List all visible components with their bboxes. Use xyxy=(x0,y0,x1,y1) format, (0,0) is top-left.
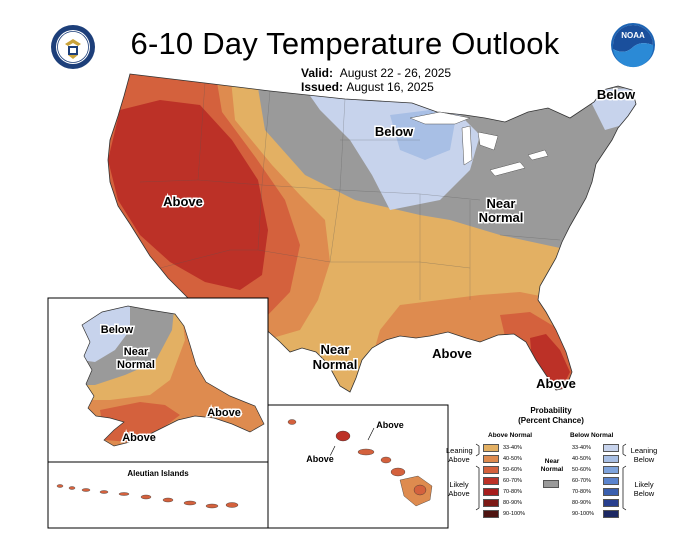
label-alaska-near-1: Near xyxy=(124,346,149,358)
legend-below-range-label: 33-40% xyxy=(572,445,591,451)
label-near-normal-east-2: Normal xyxy=(479,210,524,225)
legend-title-line2: (Percent Chance) xyxy=(518,416,584,425)
legend-likely-above: Likely Above xyxy=(446,480,472,498)
legend-near-normal-swatch xyxy=(543,480,559,488)
legend-above-header: Above Normal xyxy=(488,432,533,439)
legend-below-swatch xyxy=(603,455,619,463)
label-alaska-above-south: Above xyxy=(122,432,156,444)
likely-above-line2: Above xyxy=(448,489,470,498)
hawaii-islands-shapes xyxy=(287,419,433,507)
commerce-seal-icon xyxy=(51,25,95,69)
legend-above-swatch xyxy=(483,477,499,485)
issued-label: Issued: xyxy=(301,80,344,94)
label-near-normal-texas-1: Near xyxy=(321,342,350,357)
above-60-70-florida xyxy=(530,334,570,392)
legend-above-swatch xyxy=(483,466,499,474)
label-alaska-below: Below xyxy=(101,324,134,336)
legend-below-range-label: 60-70% xyxy=(572,478,591,484)
valid-label: Valid: xyxy=(301,66,334,80)
label-alaska-near-2: Normal xyxy=(117,359,155,371)
hawaii-leader-line-1 xyxy=(329,445,336,457)
issued-date: August 16, 2025 xyxy=(346,80,434,94)
legend-above-range-label: 50-60% xyxy=(503,467,522,473)
likely-below-line1: Likely xyxy=(634,480,654,489)
valid-issued-block: Valid: August 22 - 26, 2025 Issued: Augu… xyxy=(301,66,451,94)
legend-below-header: Below Normal xyxy=(570,432,614,439)
label-hawaii-above-2: Above xyxy=(376,420,404,430)
hawaii-leader-line-2 xyxy=(367,427,375,441)
above-60-70-zone xyxy=(108,100,268,290)
likely-below-line2: Below xyxy=(633,489,655,498)
legend-leaning-below: Leaning Below xyxy=(629,446,659,464)
legend-above-range-label: 70-80% xyxy=(503,489,522,495)
legend-below-swatch xyxy=(603,466,619,474)
label-near-normal-texas-2: Normal xyxy=(313,357,358,372)
label-alaska-above-southeast: Above xyxy=(207,407,241,419)
legend-below-swatch xyxy=(603,499,619,507)
legend-below-range-label: 70-80% xyxy=(572,489,591,495)
near-normal-line2: Normal xyxy=(540,466,564,473)
legend-above-swatch xyxy=(483,499,499,507)
label-above-southeast: Above xyxy=(432,346,472,361)
legend-below-range-label: 40-50% xyxy=(572,456,591,462)
great-lakes xyxy=(409,111,549,177)
label-above-florida: Above xyxy=(536,376,576,391)
valid-line: Valid: August 22 - 26, 2025 xyxy=(301,66,451,80)
near-normal-line1: Near xyxy=(544,458,560,465)
legend-above-range-label: 60-70% xyxy=(503,478,522,484)
noaa-logo-icon: NOAA xyxy=(611,23,655,68)
hawaii-inset-frame xyxy=(267,404,449,529)
leaning-above-line2: Above xyxy=(448,455,470,464)
label-hawaii-above-1: Above xyxy=(306,454,334,464)
leaning-above-line1: Leaning xyxy=(446,446,473,455)
legend-below-swatch xyxy=(603,444,619,452)
legend-leaning-above: Leaning Above xyxy=(446,446,473,464)
valid-dates: August 22 - 26, 2025 xyxy=(339,66,452,80)
label-below-northeast: Below xyxy=(597,87,636,102)
aleutian-islands-shapes xyxy=(56,484,239,509)
noaa-logo-text: NOAA xyxy=(621,31,645,40)
legend-title-line1: Probability xyxy=(530,406,572,415)
legend-below-range-label: 50-60% xyxy=(572,467,591,473)
legend-below-swatch xyxy=(603,477,619,485)
legend-above-swatch xyxy=(483,488,499,496)
legend-near-normal: Near Normal xyxy=(538,458,566,474)
legend-likely-below: Likely Below xyxy=(629,480,659,498)
issued-line: Issued: August 16, 2025 xyxy=(301,80,451,94)
legend-above-range-label: 90-100% xyxy=(503,511,526,517)
likely-above-line1: Likely xyxy=(449,480,469,489)
state-lines xyxy=(139,82,561,300)
legend-above-swatch xyxy=(483,510,499,518)
legend-above-swatch xyxy=(483,444,499,452)
legend-below-swatch xyxy=(603,488,619,496)
page-title: 6-10 Day Temperature Outlook xyxy=(130,26,560,61)
alaska-outline xyxy=(81,305,265,447)
label-below-great-lakes: Below xyxy=(375,124,414,139)
leaning-below-line2: Below xyxy=(633,455,655,464)
legend-below-swatch xyxy=(603,510,619,518)
aleutian-inset-frame xyxy=(47,461,269,529)
legend-below-range-label: 90-100% xyxy=(572,511,595,517)
legend-title: Probability (Percent Chance) xyxy=(476,406,626,426)
legend-below-range-label: 80-90% xyxy=(572,500,591,506)
leaning-below-line1: Leaning xyxy=(630,446,658,455)
conus-outline xyxy=(107,73,637,393)
label-above-west: Above xyxy=(163,194,203,209)
legend-above-range-label: 40-50% xyxy=(503,456,522,462)
label-near-normal-east-1: Near xyxy=(487,196,516,211)
legend-above-range-label: 33-40% xyxy=(503,445,522,451)
legend-above-swatch xyxy=(483,455,499,463)
aleutian-label: Aleutian Islands xyxy=(127,469,189,478)
legend-above-range-label: 80-90% xyxy=(503,500,522,506)
